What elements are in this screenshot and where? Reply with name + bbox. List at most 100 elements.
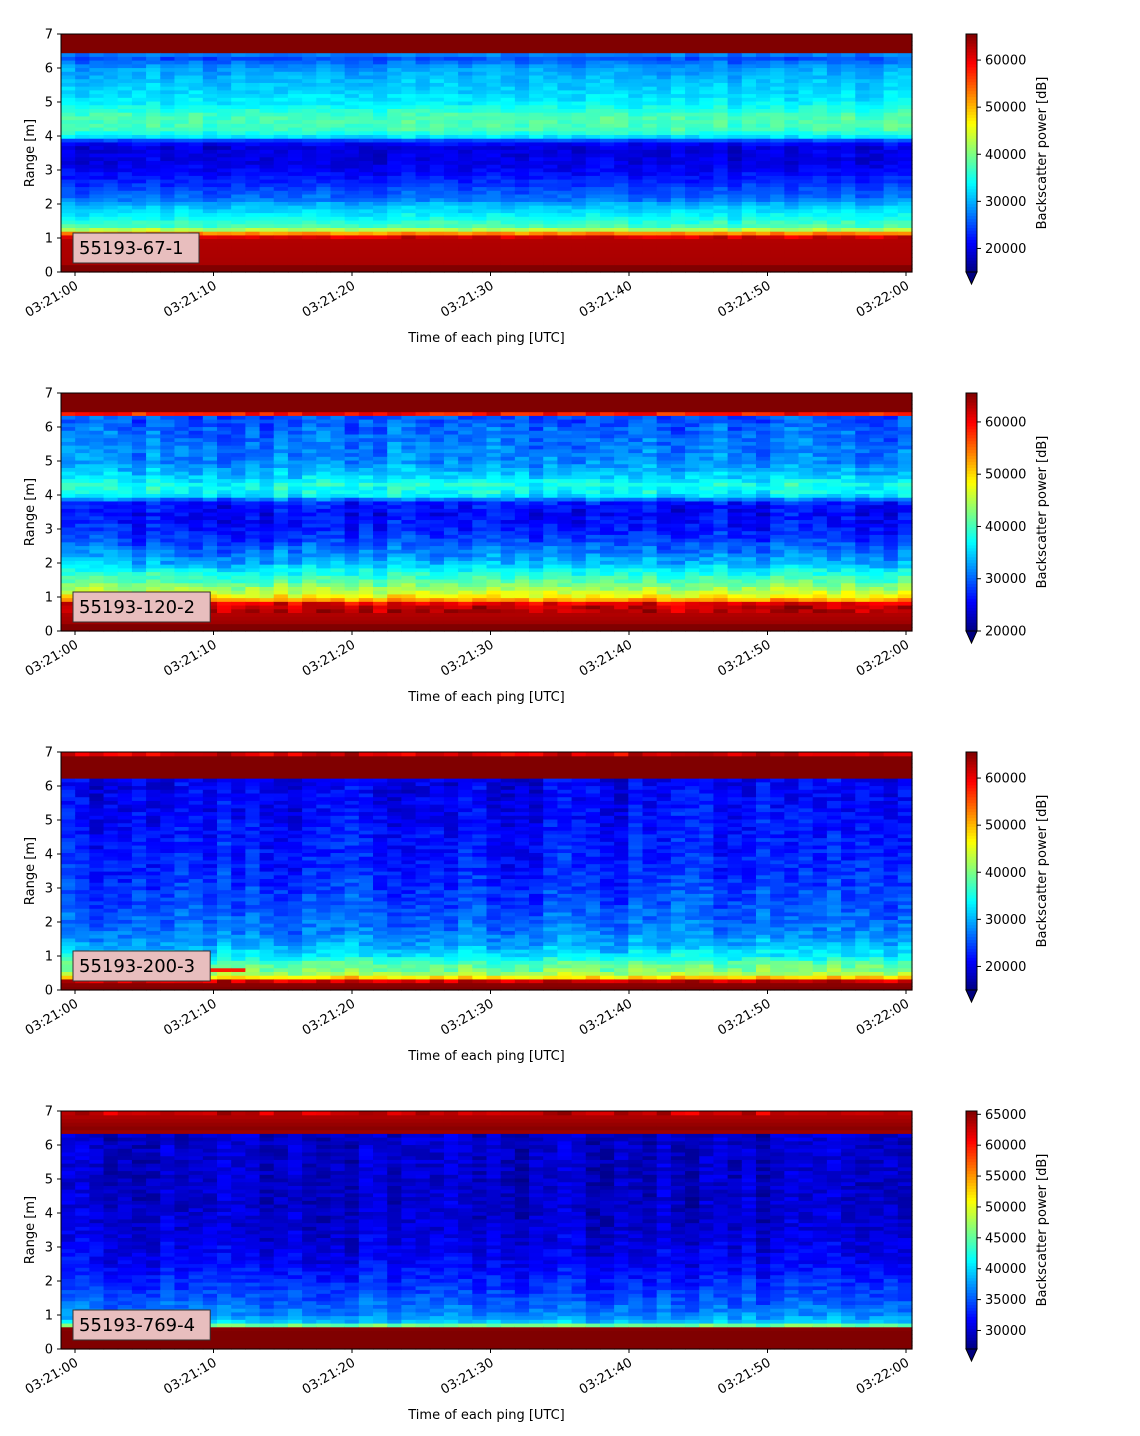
heatmap-cell <box>514 231 530 236</box>
heatmap-cell <box>798 71 814 76</box>
heatmap-cell <box>812 231 828 236</box>
heatmap-cell <box>543 197 559 202</box>
heatmap-cell <box>897 219 913 225</box>
heatmap-cell <box>131 108 147 113</box>
heatmap-cell <box>75 422 90 428</box>
heatmap-cell <box>755 201 771 206</box>
heatmap-cell <box>472 100 488 106</box>
heatmap-cell <box>557 104 573 109</box>
heatmap-cell <box>571 78 587 83</box>
heatmap-cell <box>614 60 629 65</box>
heatmap-cell <box>869 37 885 43</box>
heatmap-cell <box>401 60 417 65</box>
heatmap-cell <box>217 493 232 498</box>
heatmap-cell <box>784 245 800 251</box>
heatmap-cell <box>571 205 587 210</box>
heatmap-cell <box>628 89 644 95</box>
heatmap-cell <box>217 238 232 243</box>
heatmap-cell <box>188 552 204 558</box>
heatmap-cell <box>685 82 700 87</box>
heatmap-cell <box>245 582 261 587</box>
heatmap-cell <box>869 268 885 273</box>
colorbar-segment <box>966 87 977 92</box>
heatmap-cell <box>316 260 332 266</box>
heatmap-cell <box>685 78 700 83</box>
heatmap-cell <box>798 126 814 132</box>
heatmap-cell <box>529 138 544 143</box>
heatmap-cell <box>217 208 232 214</box>
heatmap-cell <box>75 34 90 39</box>
heatmap-cell <box>61 590 76 595</box>
heatmap-cell <box>727 41 743 46</box>
heatmap-cell <box>855 82 871 87</box>
heatmap-cell <box>500 216 516 221</box>
heatmap-cell <box>401 149 417 154</box>
heatmap-cell <box>202 538 218 543</box>
heatmap-cell <box>841 108 856 113</box>
heatmap-cell <box>841 257 856 262</box>
heatmap-cell <box>287 201 303 206</box>
heatmap-cell <box>784 93 800 98</box>
heatmap-cell <box>812 112 828 117</box>
heatmap-cell <box>855 193 871 199</box>
heatmap-cell <box>103 489 119 495</box>
heatmap-cell <box>458 245 473 251</box>
heatmap-cell <box>685 268 700 273</box>
heatmap-cell <box>160 149 176 154</box>
heatmap-cell <box>429 234 445 240</box>
heatmap-cell <box>231 541 246 547</box>
heatmap-cell <box>202 264 218 269</box>
heatmap-cell <box>699 216 715 221</box>
heatmap-cell <box>358 34 374 39</box>
heatmap-cell <box>571 115 587 121</box>
panel-label: 55193-67-1 <box>72 232 200 264</box>
heatmap-cell <box>330 138 346 143</box>
heatmap-cell <box>770 153 785 158</box>
heatmap-cell <box>826 260 842 266</box>
heatmap-cell <box>61 463 76 468</box>
heatmap-cell <box>245 104 261 109</box>
heatmap-cell <box>61 597 76 602</box>
heatmap-cell <box>231 238 246 243</box>
heatmap-cell <box>131 538 147 543</box>
heatmap-cell <box>869 126 885 132</box>
heatmap-cell <box>642 249 658 255</box>
heatmap-cell <box>273 134 289 139</box>
heatmap-cell <box>713 223 729 228</box>
heatmap-cell <box>443 249 459 255</box>
heatmap-cell <box>259 474 275 480</box>
heatmap-cell <box>231 437 246 442</box>
heatmap-cell <box>330 231 346 236</box>
heatmap-cell <box>458 71 473 76</box>
heatmap-cell <box>373 45 388 50</box>
heatmap-cell <box>344 86 360 91</box>
heatmap-cell <box>443 108 459 113</box>
heatmap-cell <box>302 134 317 139</box>
heatmap-cell <box>61 433 76 439</box>
heatmap-cell <box>642 37 658 43</box>
heatmap-cell <box>585 253 601 258</box>
heatmap-cell <box>160 56 176 61</box>
heatmap-cell <box>755 74 771 80</box>
heatmap-cell <box>642 193 658 199</box>
heatmap-cell <box>415 138 431 143</box>
heatmap-cell <box>202 63 218 69</box>
heatmap-cell <box>826 52 842 57</box>
heatmap-cell <box>500 104 516 109</box>
heatmap-cell <box>89 112 105 117</box>
heatmap-cell <box>543 212 559 217</box>
heatmap-cell <box>699 179 715 184</box>
heatmap-cell <box>174 556 190 561</box>
heatmap-cell <box>472 56 488 61</box>
heatmap-cell <box>486 160 502 165</box>
heatmap-cell <box>855 112 871 117</box>
heatmap-cell <box>614 56 629 61</box>
heatmap-cell <box>202 500 218 506</box>
heatmap-cell <box>599 193 615 199</box>
heatmap-cell <box>217 474 232 480</box>
heatmap-cell <box>855 201 871 206</box>
heatmap-cell <box>755 249 771 255</box>
heatmap-cell <box>741 175 757 180</box>
heatmap-cell <box>202 253 218 258</box>
heatmap-cell <box>259 186 275 191</box>
